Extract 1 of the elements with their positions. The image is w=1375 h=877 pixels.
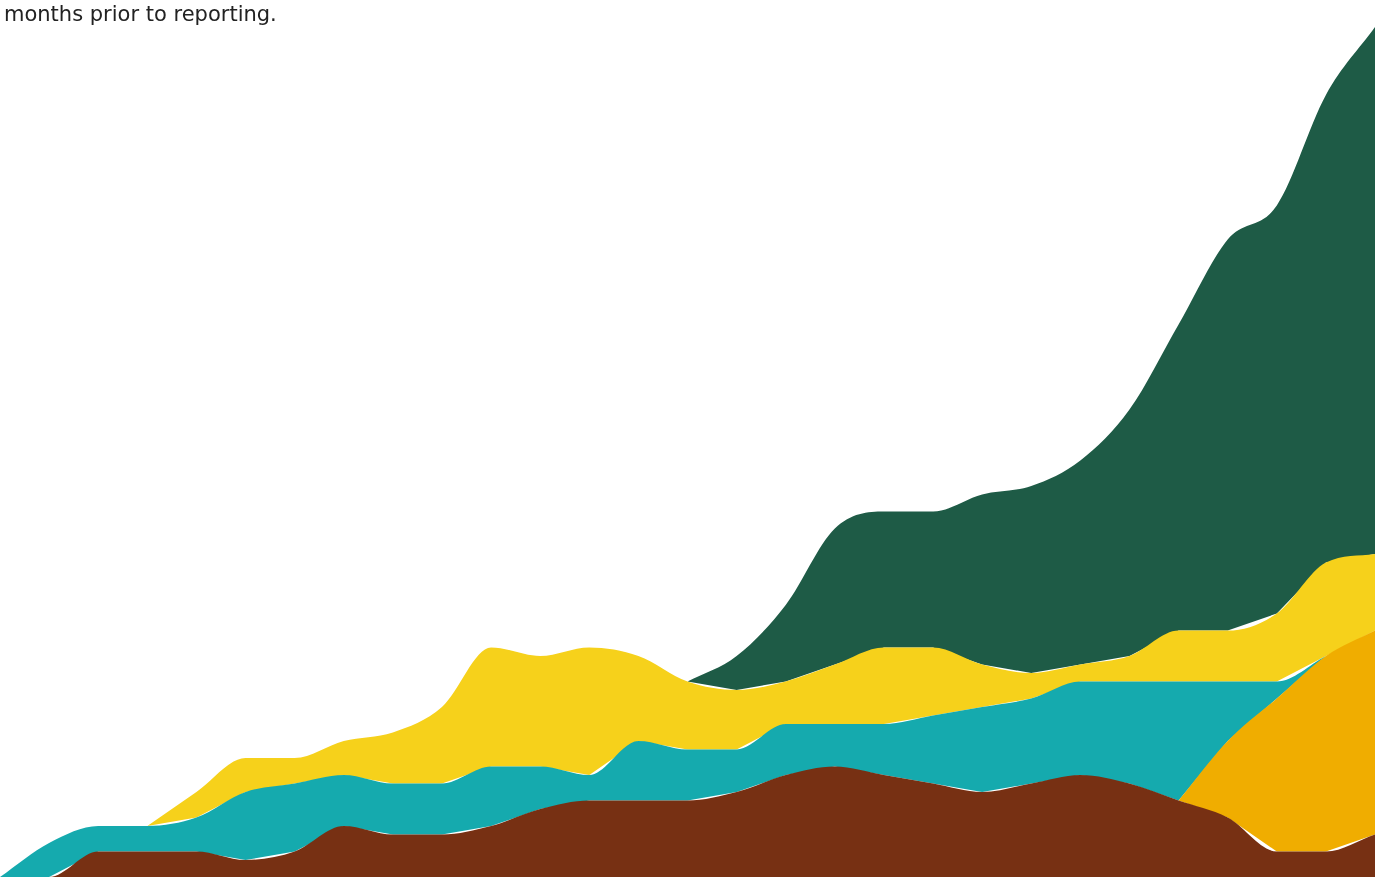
text: months prior to reporting.	[4, 2, 277, 26]
